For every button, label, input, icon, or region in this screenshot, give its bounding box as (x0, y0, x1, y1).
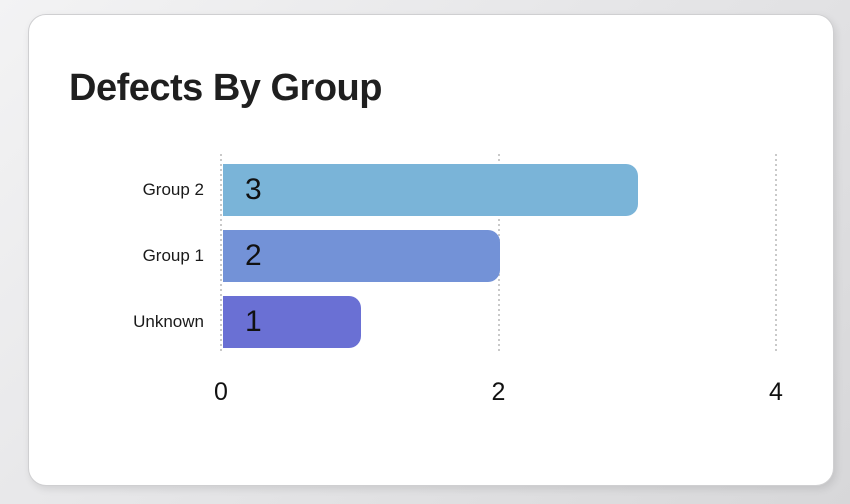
bar[interactable]: 3 (223, 164, 638, 216)
bar[interactable]: 1 (223, 296, 362, 348)
bar-value-label: 1 (245, 305, 262, 338)
bar-value-label: 2 (245, 239, 262, 272)
bar-track: 3 (223, 164, 776, 216)
gridline-0 (220, 154, 222, 354)
bar-value-label: 3 (245, 173, 262, 206)
category-label: Unknown (133, 312, 204, 331)
x-tick-label: 2 (491, 378, 506, 406)
category-label: Group 2 (142, 180, 204, 199)
bar-row: Group 1 2 (143, 230, 776, 282)
chart-title: Defects By Group (69, 67, 382, 109)
category-label: Group 1 (142, 246, 204, 265)
bar-track: 2 (223, 230, 776, 282)
defects-by-group-card: Defects By Group Group 2 3 Group 1 2 Unk… (28, 14, 834, 486)
bar-chart-plot-area: Group 2 3 Group 1 2 Unknown 1 (133, 154, 777, 354)
bar-track: 1 (223, 296, 776, 348)
x-axis: 0 2 4 (214, 377, 783, 407)
bar-row: Unknown 1 (133, 296, 776, 348)
bar-row: Group 2 3 (143, 164, 776, 216)
x-tick-label: 4 (769, 378, 783, 406)
bar[interactable]: 2 (223, 230, 500, 282)
gridline-4 (775, 154, 777, 354)
x-tick-label: 0 (214, 378, 228, 406)
